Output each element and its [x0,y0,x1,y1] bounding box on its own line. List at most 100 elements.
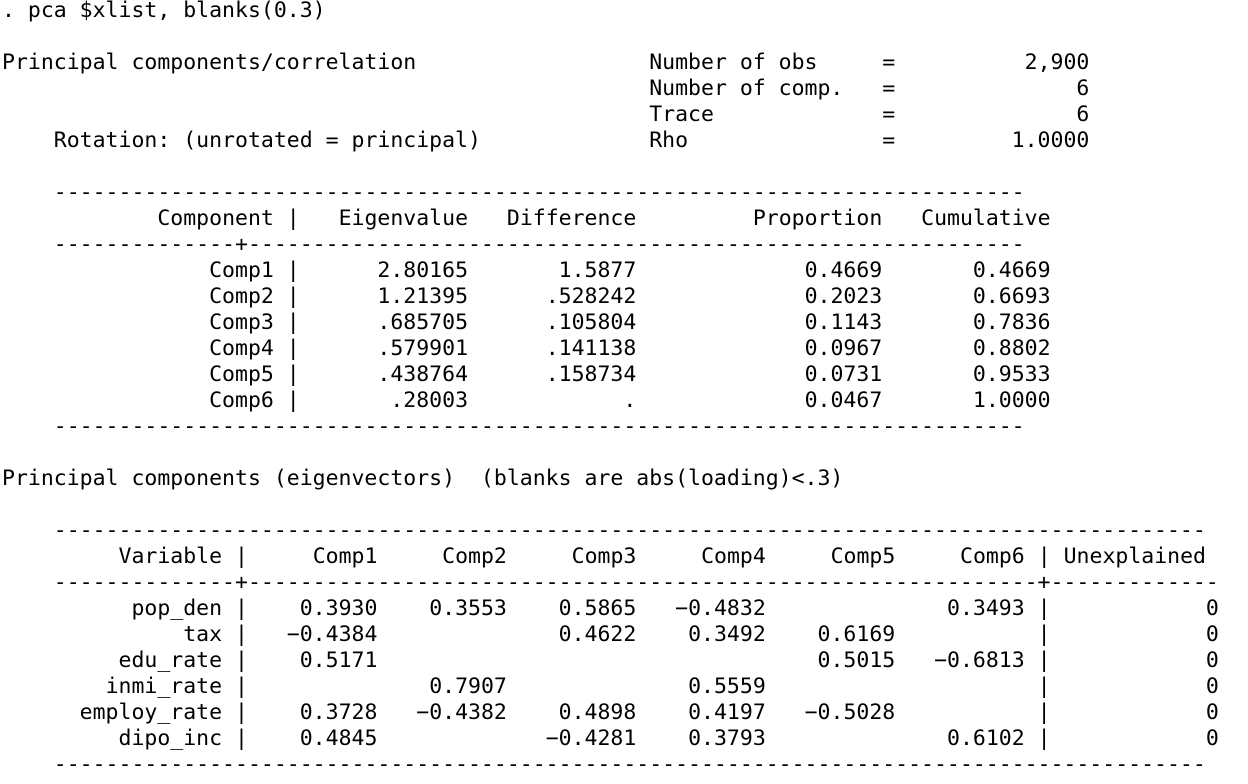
output-line: Variable | Comp1 Comp2 Comp3 Comp4 Comp5… [118,544,1207,569]
eigen-cell: 0.1143 [804,310,883,335]
vec-cell: 0.6169 [817,622,896,647]
eigen-cell: Comp4 [209,336,274,361]
eigen-cell: 2.80165 [377,258,469,283]
output-line: Comp6 | .28003 . 0.0467 1.0000 [209,388,1051,413]
output-line: Principal components (eigenvectors) (bla… [2,466,843,491]
vec-cell: 0.5015 [817,648,896,673]
eigen-cell: .158734 [545,362,637,387]
vec-unexplained: 0 [1205,596,1219,621]
stat-value: 6 [1076,76,1090,101]
eigen-cell: 0.7836 [972,310,1051,335]
eigen-cell: .685705 [377,310,469,335]
vec-cell: −0.5028 [804,700,896,725]
eigen-cell: . [623,388,637,413]
output-line: Rotation: (unrotated = principal) Rho = … [53,128,1090,153]
eigen-header: Cumulative [921,206,1051,231]
vec-cell: 0.4197 [688,700,766,725]
output-line: employ_rate | 0.3728 −0.4382 0.4898 0.41… [79,700,1219,725]
output-line: . pca $xlist, blanks(0.3) [2,0,326,23]
eigen-cell: 1.0000 [972,388,1051,413]
stat-value: 6 [1076,102,1090,127]
vec-unexplained: 0 [1205,674,1219,699]
output-line: Comp3 | .685705 .105804 0.1143 0.7836 [209,310,1051,335]
eigen-cell: 0.4669 [804,258,883,283]
eigen-cell: .438764 [377,362,469,387]
output-line: ----------------------------------------… [53,518,1206,543]
eigen-cell: .579901 [377,336,469,361]
vec-cell: 0.6102 [947,726,1025,751]
vec-unexplained: 0 [1205,726,1219,751]
vec-cell: −0.4382 [416,700,507,725]
vec-variable: dipo_inc [118,726,223,751]
vec-variable: inmi_rate [105,674,223,699]
output-line: Comp5 | .438764 .158734 0.0731 0.9533 [209,362,1051,387]
eigen-cell: 0.2023 [804,284,883,309]
vec-header: Variable [118,544,223,569]
vec-header: Unexplained [1063,544,1206,569]
vec-header: Comp5 [830,544,896,569]
vec-cell: −0.4281 [545,726,637,751]
vec-header: Comp1 [312,544,378,569]
eigen-cell: Comp5 [209,362,274,387]
vec-header: Comp2 [442,544,507,569]
eigen-cell: 0.4669 [972,258,1051,283]
vec-unexplained: 0 [1205,648,1219,673]
eigenvectors-title: Principal components (eigenvectors) (bla… [2,466,844,491]
output-line: Comp4 | .579901 .141138 0.0967 0.8802 [209,336,1051,361]
eigen-cell: .528242 [545,284,637,309]
eigen-cell: Comp3 [209,310,274,335]
eigen-cell: 0.8802 [972,336,1051,361]
vec-cell: 0.5865 [558,596,637,621]
eigen-cell: 0.0467 [804,388,883,413]
output-line: pop_den | 0.3930 0.3553 0.5865 −0.4832 0… [131,596,1219,621]
vec-cell: 0.3793 [688,726,766,751]
vec-cell: −0.4832 [675,596,766,621]
vec-cell: 0.3553 [429,596,507,621]
output-line: dipo_inc | 0.4845 −0.4281 0.3793 0.6102 … [118,726,1219,751]
vec-variable: edu_rate [118,648,223,673]
eigen-header: Component [157,206,274,231]
vec-header: Comp4 [701,544,766,569]
output-line: edu_rate | 0.5171 0.5015 −0.6813 | 0 [118,648,1219,673]
eigen-cell: 1.5877 [558,258,637,283]
vec-variable: pop_den [131,596,223,621]
output-line: tax | −0.4384 0.4622 0.3492 0.6169 | 0 [183,622,1219,647]
stat-label: Rho [649,128,689,153]
output-line: ----------------------------------------… [53,752,1206,777]
eigen-cell: 1.21395 [377,284,469,309]
output-line: Component | Eigenvalue Difference Propor… [157,206,1051,231]
output-line: Number of comp. = 6 [649,76,1090,101]
vec-cell: 0.7907 [429,674,507,699]
output-line: Comp1 | 2.80165 1.5877 0.4669 0.4669 [209,258,1051,283]
vec-unexplained: 0 [1205,700,1219,725]
vec-variable: tax [183,622,223,647]
command-line: . pca $xlist, blanks(0.3) [2,0,326,23]
eigen-cell: .28003 [390,388,469,413]
vec-cell: 0.4845 [299,726,378,751]
output-line: ----------------------------------------… [53,180,1025,205]
stat-value: 2,900 [1024,50,1090,75]
vec-header: Comp3 [571,544,637,569]
stata-results-output: . pca $xlist, blanks(0.3) Principal comp… [2,0,1219,778]
stat-label: Trace [649,102,714,127]
output-line: ----------------------------------------… [53,414,1025,439]
output-line: --------------+-------------------------… [53,232,1025,257]
stat-value: 1.0000 [1011,128,1090,153]
eigen-cell: .105804 [545,310,637,335]
stat-label: Number of obs [649,50,818,75]
vec-cell: 0.3492 [688,622,766,647]
eigen-cell: 0.0731 [804,362,883,387]
vec-header: Comp6 [960,544,1025,569]
eigen-header: Proportion [752,206,883,231]
eigen-cell: .141138 [545,336,637,361]
stat-label: Number of comp. [649,76,844,101]
vec-cell: 0.4898 [558,700,637,725]
vec-cell: −0.6813 [934,648,1025,673]
vec-cell: 0.4622 [558,622,637,647]
vec-unexplained: 0 [1205,622,1219,647]
vec-cell: 0.5171 [299,648,378,673]
vec-cell: 0.3930 [299,596,378,621]
output-line: Comp2 | 1.21395 .528242 0.2023 0.6693 [209,284,1051,309]
vec-cell: 0.3728 [299,700,378,725]
eigen-cell: Comp2 [209,284,274,309]
